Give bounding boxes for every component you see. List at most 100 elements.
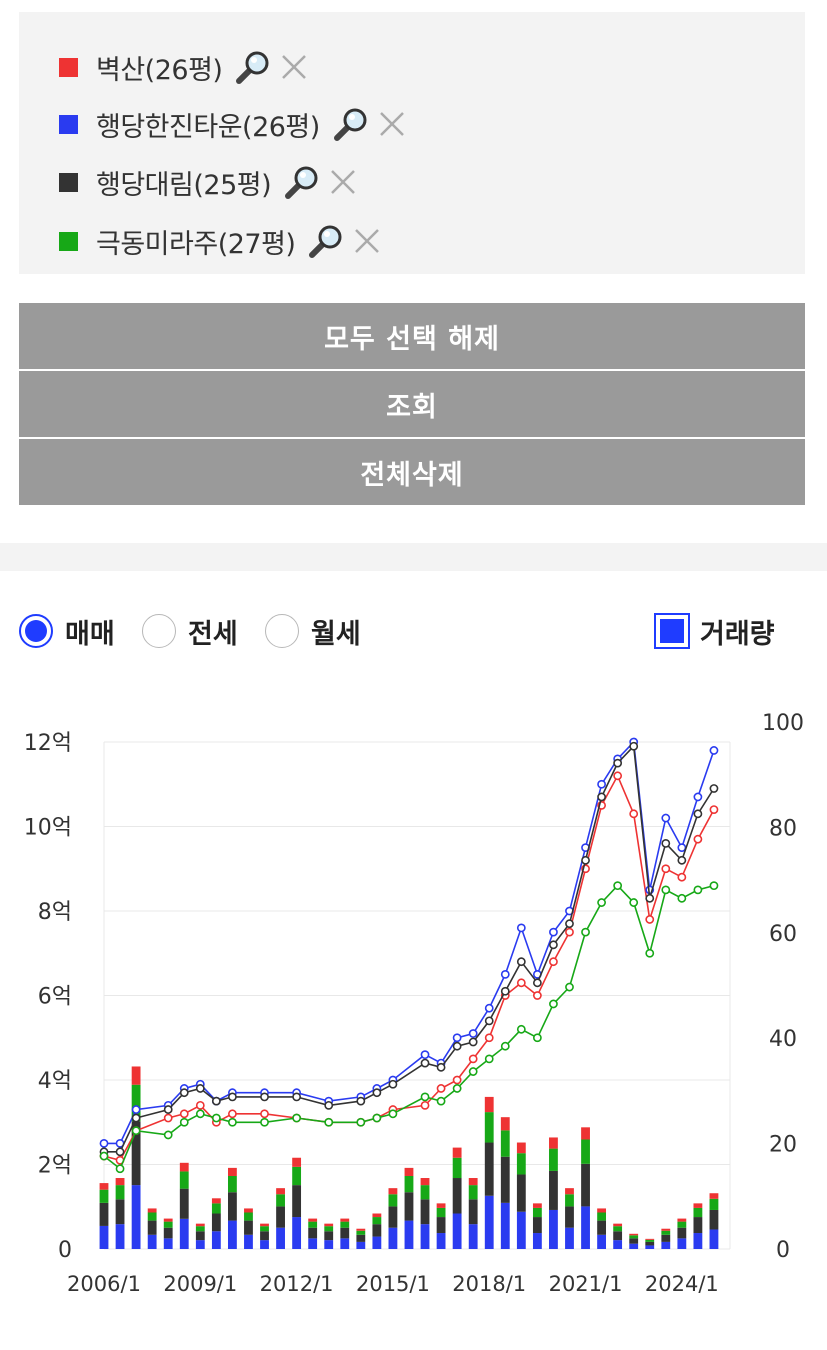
price-point bbox=[179, 1117, 189, 1127]
volume-bar bbox=[195, 1223, 205, 1227]
radio-indicator[interactable] bbox=[265, 614, 299, 648]
price-point bbox=[549, 999, 558, 1009]
magnifier-icon[interactable] bbox=[307, 222, 345, 260]
y-left-tick-label: 12억 bbox=[24, 731, 72, 756]
price-point bbox=[629, 898, 639, 907]
price-point bbox=[629, 741, 639, 751]
price-point bbox=[709, 746, 719, 755]
volume-bar bbox=[292, 1217, 302, 1249]
volume-bar bbox=[516, 1211, 526, 1249]
magnifier-icon[interactable] bbox=[332, 105, 370, 143]
volume-bar bbox=[147, 1220, 157, 1235]
volume-bar bbox=[99, 1183, 109, 1190]
volume-bar bbox=[629, 1233, 639, 1236]
volume-bar bbox=[308, 1221, 318, 1228]
price-point bbox=[484, 1054, 494, 1064]
radio-trade-label: 매매 bbox=[65, 618, 115, 650]
volume-bar bbox=[549, 1137, 558, 1149]
compare-item[interactable]: 극동미라주(27평) bbox=[59, 221, 383, 261]
volume-bar bbox=[211, 1203, 221, 1214]
volume-bar bbox=[565, 1227, 574, 1249]
volume-bar bbox=[693, 1233, 703, 1249]
volume-bar bbox=[179, 1162, 189, 1172]
volume-bar bbox=[260, 1240, 269, 1249]
close-icon[interactable] bbox=[327, 166, 359, 198]
volume-bar bbox=[340, 1238, 350, 1249]
price-point bbox=[484, 1003, 494, 1013]
delete-all-button[interactable]: 전체삭제 bbox=[19, 439, 805, 505]
y-right-tick-label: 40 bbox=[769, 1027, 797, 1052]
y-left-tick-label: 10억 bbox=[24, 816, 72, 841]
price-point bbox=[420, 1058, 430, 1068]
price-point bbox=[436, 1084, 446, 1093]
price-point bbox=[500, 986, 510, 996]
volume-bar bbox=[581, 1206, 590, 1249]
volume-bar bbox=[340, 1221, 350, 1228]
compare-item[interactable]: 벽산(26평) bbox=[59, 47, 310, 87]
y-left-tick-label: 8억 bbox=[38, 900, 72, 925]
radio-jeonse[interactable]: 전세 bbox=[142, 608, 238, 654]
price-point bbox=[131, 1113, 141, 1123]
search-button[interactable]: 조회 bbox=[19, 371, 805, 437]
volume-bar bbox=[276, 1206, 285, 1228]
compare-item[interactable]: 행당대림(25평) bbox=[59, 162, 359, 202]
price-chart: 0 2억 4억 6억 8억 10억 12억 0 20 40 60 80 100 2006/1 2009/1 2… bbox=[24, 711, 804, 1296]
price-point bbox=[468, 1067, 478, 1076]
volume-bar bbox=[388, 1194, 398, 1207]
volume-checkbox[interactable] bbox=[654, 613, 690, 649]
price-point bbox=[115, 1147, 125, 1157]
volume-bar bbox=[131, 1121, 141, 1186]
close-icon[interactable] bbox=[278, 51, 310, 83]
volume-bar bbox=[549, 1209, 558, 1249]
volume-bar bbox=[404, 1167, 414, 1176]
magnifier-icon[interactable] bbox=[283, 163, 321, 201]
radio-indicator[interactable] bbox=[19, 614, 53, 648]
radio-trade[interactable]: 매매 bbox=[19, 608, 115, 654]
volume-bar bbox=[99, 1189, 109, 1203]
price-point bbox=[131, 1126, 141, 1136]
price-point bbox=[228, 1117, 237, 1127]
volume-bar bbox=[516, 1142, 526, 1154]
price-point bbox=[709, 805, 719, 814]
compare-item[interactable]: 행당한진타운(26평) bbox=[59, 104, 408, 144]
volume-bar bbox=[484, 1142, 494, 1196]
price-point bbox=[468, 1054, 478, 1064]
volume-bar bbox=[372, 1236, 382, 1249]
volume-label: 거래량 bbox=[700, 619, 775, 650]
magnifier-icon[interactable] bbox=[234, 48, 272, 86]
volume-bar bbox=[324, 1226, 334, 1232]
deselect-all-button[interactable]: 모두 선택 해제 bbox=[19, 303, 805, 369]
radio-monthly-label: 월세 bbox=[311, 618, 361, 650]
price-point bbox=[452, 1033, 462, 1043]
volume-bar bbox=[404, 1175, 414, 1193]
volume-bar bbox=[179, 1218, 189, 1249]
close-icon[interactable] bbox=[351, 225, 383, 257]
volume-bar bbox=[292, 1157, 302, 1167]
radio-monthly[interactable]: 월세 bbox=[265, 608, 361, 654]
volume-bar bbox=[115, 1185, 125, 1200]
volume-bar bbox=[677, 1227, 687, 1239]
volume-bar bbox=[420, 1224, 430, 1249]
volume-bar bbox=[629, 1243, 639, 1249]
price-line bbox=[104, 744, 715, 1153]
volume-bar bbox=[468, 1185, 478, 1200]
price-point bbox=[677, 893, 687, 903]
y-right-tick-label: 100 bbox=[762, 711, 804, 736]
volume-bar bbox=[163, 1221, 173, 1228]
price-point bbox=[516, 1024, 526, 1034]
volume-bar bbox=[484, 1112, 494, 1143]
price-point bbox=[179, 1109, 189, 1119]
price-point bbox=[500, 969, 510, 979]
volume-bar bbox=[484, 1195, 494, 1249]
volume-bar bbox=[436, 1233, 446, 1249]
price-point bbox=[468, 1029, 478, 1038]
radio-indicator[interactable] bbox=[142, 614, 176, 648]
price-point bbox=[677, 855, 687, 865]
price-point bbox=[565, 919, 574, 929]
close-icon[interactable] bbox=[376, 108, 408, 140]
price-point bbox=[163, 1113, 173, 1123]
price-point bbox=[581, 927, 590, 937]
price-point bbox=[532, 991, 542, 1000]
price-point bbox=[163, 1130, 173, 1140]
volume-bar bbox=[115, 1199, 125, 1225]
